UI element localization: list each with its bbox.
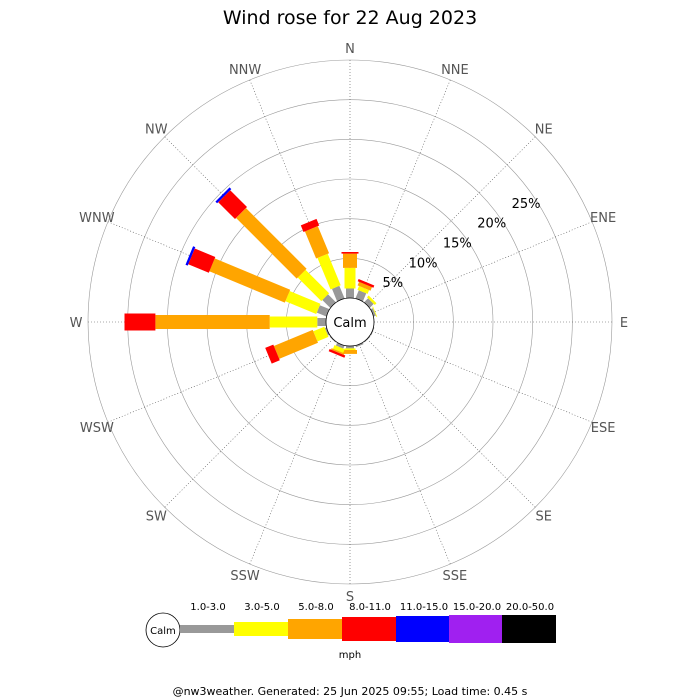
legend-swatch-15.0-20.0 xyxy=(449,615,503,643)
direction-label-SSE: SSE xyxy=(443,569,468,584)
calm-circle xyxy=(325,297,375,347)
bar-W-1.0-3.0 xyxy=(317,318,326,326)
direction-label-WSW: WSW xyxy=(80,421,114,436)
direction-label-WNW: WNW xyxy=(79,211,115,226)
radial-label: 5% xyxy=(382,276,403,291)
bar-NNW-8.0-11.0 xyxy=(300,218,320,232)
bar-NNE-3.0-5.0 xyxy=(357,286,370,294)
radial-label: 10% xyxy=(409,256,438,271)
bar-NNW-1.0-3.0 xyxy=(332,285,345,302)
legend-units: mph xyxy=(339,650,361,661)
bar-NNE-5.0-8.0 xyxy=(357,281,372,291)
legend-label-3.0-5.0: 3.0-5.0 xyxy=(244,602,279,613)
bar-SSW-3.0-5.0 xyxy=(333,345,345,353)
bar-NW-3.0-5.0 xyxy=(297,269,330,302)
bar-WSW-1.0-3.0 xyxy=(324,327,330,336)
bar-N-8.0-11.0 xyxy=(341,252,359,254)
bar-NW-8.0-11.0 xyxy=(218,190,247,219)
bar-NE-3.0-5.0 xyxy=(367,295,377,305)
grid-spoke xyxy=(249,344,342,565)
direction-label-NNW: NNW xyxy=(229,63,261,78)
bar-WSW-5.0-8.0 xyxy=(273,329,318,359)
bar-WNW-5.0-8.0 xyxy=(209,258,291,303)
bar-W-3.0-5.0 xyxy=(269,316,318,328)
bar-NNE-1.0-3.0 xyxy=(355,290,367,302)
bar-S-5.0-8.0 xyxy=(343,350,357,354)
legend-swatch-8.0-11.0 xyxy=(342,617,396,641)
direction-label-S: S xyxy=(346,590,354,605)
bar-SSE-1.0-3.0 xyxy=(355,342,364,348)
direction-label-ENE: ENE xyxy=(590,211,616,226)
bar-NNW-5.0-8.0 xyxy=(304,226,330,259)
legend-label-8.0-11.0: 8.0-11.0 xyxy=(349,602,391,613)
bar-ENE-1.0-3.0 xyxy=(370,308,376,317)
legend-swatch-3.0-5.0 xyxy=(234,622,288,636)
legend-swatch-11.0-15.0 xyxy=(396,616,450,642)
bar-NNE-8.0-11.0 xyxy=(357,279,375,288)
bar-N-5.0-8.0 xyxy=(343,253,357,268)
legend-calm-label: Calm xyxy=(150,626,176,637)
legend-label-20.0-50.0: 20.0-50.0 xyxy=(506,602,554,613)
bar-W-5.0-8.0 xyxy=(155,315,270,329)
bar-NNW-3.0-5.0 xyxy=(317,253,341,290)
legend-swatch-1.0-3.0 xyxy=(180,625,234,633)
direction-label-NE: NE xyxy=(535,122,553,137)
bar-S-1.0-3.0 xyxy=(346,346,354,349)
legend-label-11.0-15.0: 11.0-15.0 xyxy=(400,602,448,613)
radial-label: 15% xyxy=(443,237,472,252)
grid-spoke xyxy=(358,344,451,565)
direction-labels: N NNE NE ENE E ESE SE SSE S SSW SW WSW W WNW NW NNW xyxy=(70,42,629,605)
direction-label-NW: NW xyxy=(145,122,168,137)
direction-label-N: N xyxy=(345,42,355,57)
radial-labels: 5% 10% 15% 20% 25% xyxy=(382,197,540,291)
direction-label-E: E xyxy=(620,316,628,331)
grid-spoke xyxy=(366,338,536,508)
bar-SSW-8.0-11.0 xyxy=(328,349,346,358)
grid-spoke xyxy=(366,136,536,306)
bar-WNW-3.0-5.0 xyxy=(285,291,321,314)
legend-label-5.0-8.0: 5.0-8.0 xyxy=(298,602,333,613)
bar-WNW-1.0-3.0 xyxy=(316,305,330,317)
radial-label: 20% xyxy=(477,217,506,232)
bar-ENE-3.0-5.0 xyxy=(372,306,378,317)
legend: Calm 1.0-3.0 3.0-5.0 5.0-8.0 8.0-11.0 11.0-15… xyxy=(145,602,556,648)
bar-WSW-8.0-11.0 xyxy=(265,344,280,364)
grid-spoke xyxy=(372,330,593,423)
direction-label-SE: SE xyxy=(535,510,551,525)
grid-spoke xyxy=(372,221,593,314)
chart-title: Wind rose for 22 Aug 2023 xyxy=(223,7,477,29)
direction-label-ESE: ESE xyxy=(591,421,616,436)
bar-NW-1.0-3.0 xyxy=(322,294,336,308)
bar-SSW-5.0-8.0 xyxy=(331,348,345,355)
legend-swatch-5.0-8.0 xyxy=(288,619,342,639)
direction-label-SW: SW xyxy=(146,510,167,525)
direction-label-W: W xyxy=(70,316,83,331)
bar-WSW-3.0-5.0 xyxy=(313,326,329,342)
bar-NE-1.0-3.0 xyxy=(364,298,374,308)
radial-label: 25% xyxy=(512,197,541,212)
direction-label-NNE: NNE xyxy=(441,63,469,78)
direction-label-SSW: SSW xyxy=(230,569,260,584)
bar-W-8.0-11.0 xyxy=(124,313,156,331)
bar-NW-5.0-8.0 xyxy=(236,208,307,279)
bar-SSW-1.0-3.0 xyxy=(335,342,345,349)
legend-label-15.0-20.0: 15.0-20.0 xyxy=(453,602,501,613)
bar-WNW-8.0-11.0 xyxy=(188,248,216,273)
bar-N-3.0-5.0 xyxy=(344,267,356,289)
bar-N-1.0-3.0 xyxy=(346,288,354,298)
bar-NW-11.0-15.0 xyxy=(215,187,232,204)
footer-text: @nw3weather. Generated: 25 Jun 2025 09:5… xyxy=(173,685,528,698)
calm-label: Calm xyxy=(333,316,366,331)
legend-swatch-20.0-50.0 xyxy=(502,615,556,643)
bar-WNW-11.0-15.0 xyxy=(185,246,196,266)
legend-label-1.0-3.0: 1.0-3.0 xyxy=(190,602,225,613)
grid-spoke xyxy=(164,338,334,508)
wind-bars xyxy=(124,187,378,364)
bar-S-3.0-5.0 xyxy=(344,348,356,350)
grid-spoke xyxy=(358,79,451,300)
